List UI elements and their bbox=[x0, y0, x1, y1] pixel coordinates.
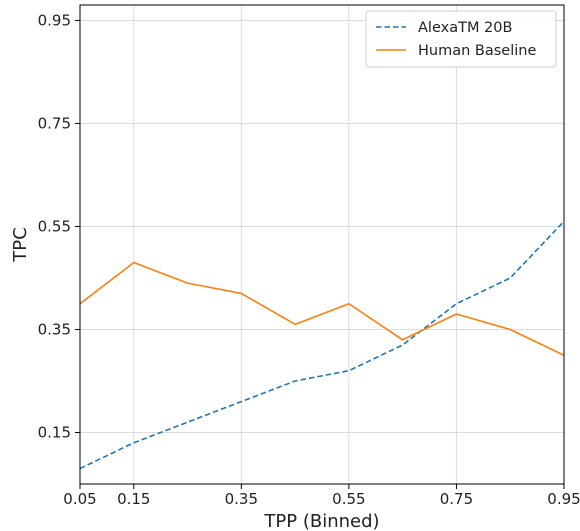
y-tick-label: 0.35 bbox=[38, 320, 71, 338]
x-tick-label: 0.95 bbox=[547, 490, 580, 508]
x-axis-ticks: 0.05 0.15 0.35 0.55 0.75 0.95 bbox=[63, 484, 580, 508]
y-tick-label: 0.55 bbox=[38, 217, 71, 235]
y-axis-ticks: 0.15 0.35 0.55 0.75 0.95 bbox=[38, 11, 80, 441]
legend-box bbox=[365, 10, 557, 68]
legend-label: Human Baseline bbox=[418, 43, 536, 59]
series-layer bbox=[79, 220, 565, 470]
y-axis-label: TPC bbox=[10, 227, 31, 262]
x-tick-label: 0.05 bbox=[63, 490, 96, 508]
series-line-alexatm-20b bbox=[79, 220, 565, 470]
y-tick-label: 0.75 bbox=[38, 114, 71, 132]
x-tick-label: 0.55 bbox=[332, 490, 365, 508]
series-line-human-baseline bbox=[79, 261, 565, 356]
y-tick-label: 0.95 bbox=[38, 11, 71, 29]
x-tick-label: 0.75 bbox=[440, 490, 473, 508]
x-axis-label: TPP (Binned) bbox=[263, 511, 379, 531]
y-tick-label: 0.15 bbox=[38, 423, 71, 441]
plot-frame bbox=[79, 4, 565, 485]
legend-label: AlexaTM 20B bbox=[418, 20, 512, 36]
x-tick-label: 0.15 bbox=[117, 490, 150, 508]
grid-lines bbox=[79, 5, 565, 484]
legend: AlexaTM 20B Human Baseline bbox=[365, 10, 557, 68]
x-tick-label: 0.35 bbox=[225, 490, 258, 508]
